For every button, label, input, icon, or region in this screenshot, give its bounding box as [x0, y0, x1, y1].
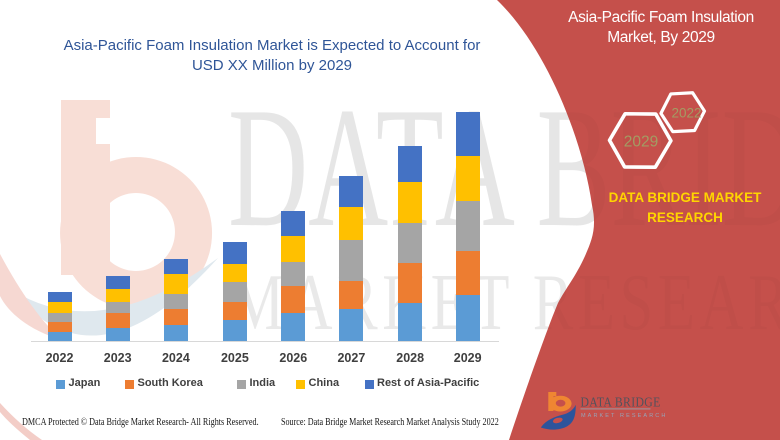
- svg-text:2022: 2022: [671, 105, 701, 120]
- svg-text:DATA BRIDGE: DATA BRIDGE: [581, 395, 661, 410]
- svg-text:2029: 2029: [624, 134, 658, 151]
- svg-text:MARKET RESEARCH: MARKET RESEARCH: [581, 413, 667, 419]
